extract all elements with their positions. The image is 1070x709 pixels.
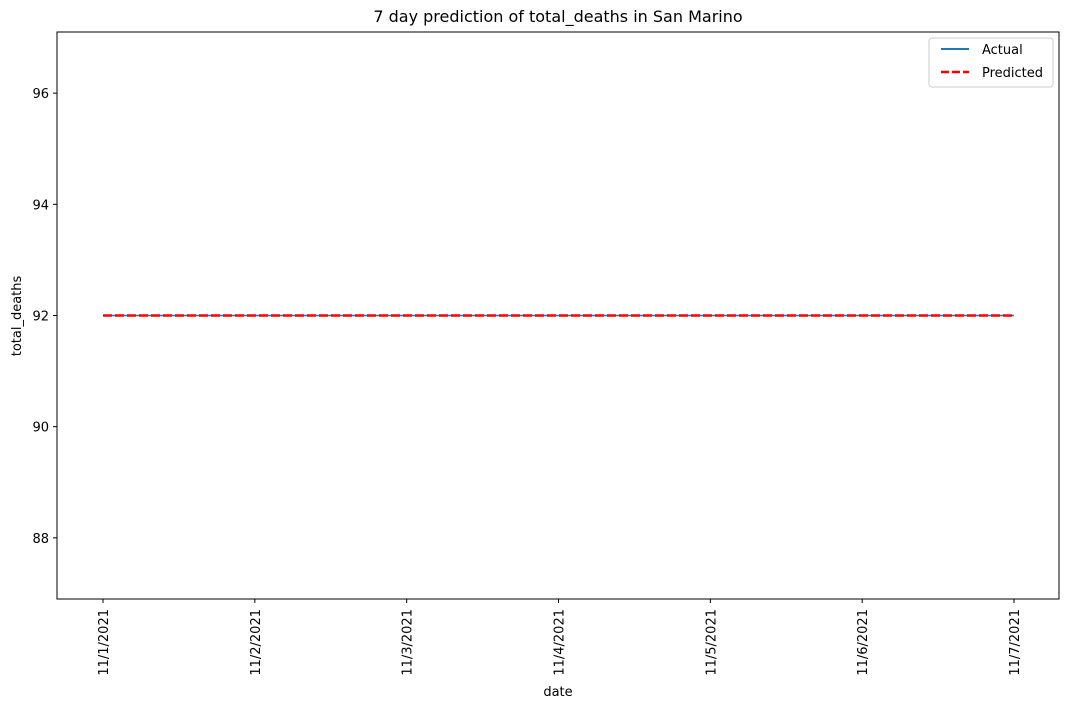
- x-axis-label: date: [543, 685, 572, 700]
- legend-label-actual: Actual: [982, 43, 1023, 58]
- x-tick-label: 11/7/2021: [1008, 609, 1023, 676]
- legend: Actual Predicted: [928, 37, 1054, 88]
- y-tick-label: 92: [32, 310, 49, 325]
- y-tick-label: 96: [32, 87, 49, 102]
- y-axis-label: total_deaths: [10, 276, 25, 357]
- x-tick-label: 11/6/2021: [856, 609, 871, 676]
- x-tick-label: 11/5/2021: [704, 609, 719, 676]
- y-tick-label: 90: [32, 421, 49, 436]
- legend-label-predicted: Predicted: [982, 66, 1043, 81]
- x-tick-label: 11/1/2021: [97, 609, 112, 676]
- x-tick-label: 11/3/2021: [401, 609, 416, 676]
- y-tick-label: 88: [32, 532, 49, 547]
- y-tick-label: 94: [32, 198, 49, 213]
- x-tick-label: 11/4/2021: [553, 609, 568, 676]
- chart-title: 7 day prediction of total_deaths in San …: [373, 7, 742, 27]
- legend-box: [928, 37, 1054, 88]
- x-tick-label: 11/2/2021: [249, 609, 264, 676]
